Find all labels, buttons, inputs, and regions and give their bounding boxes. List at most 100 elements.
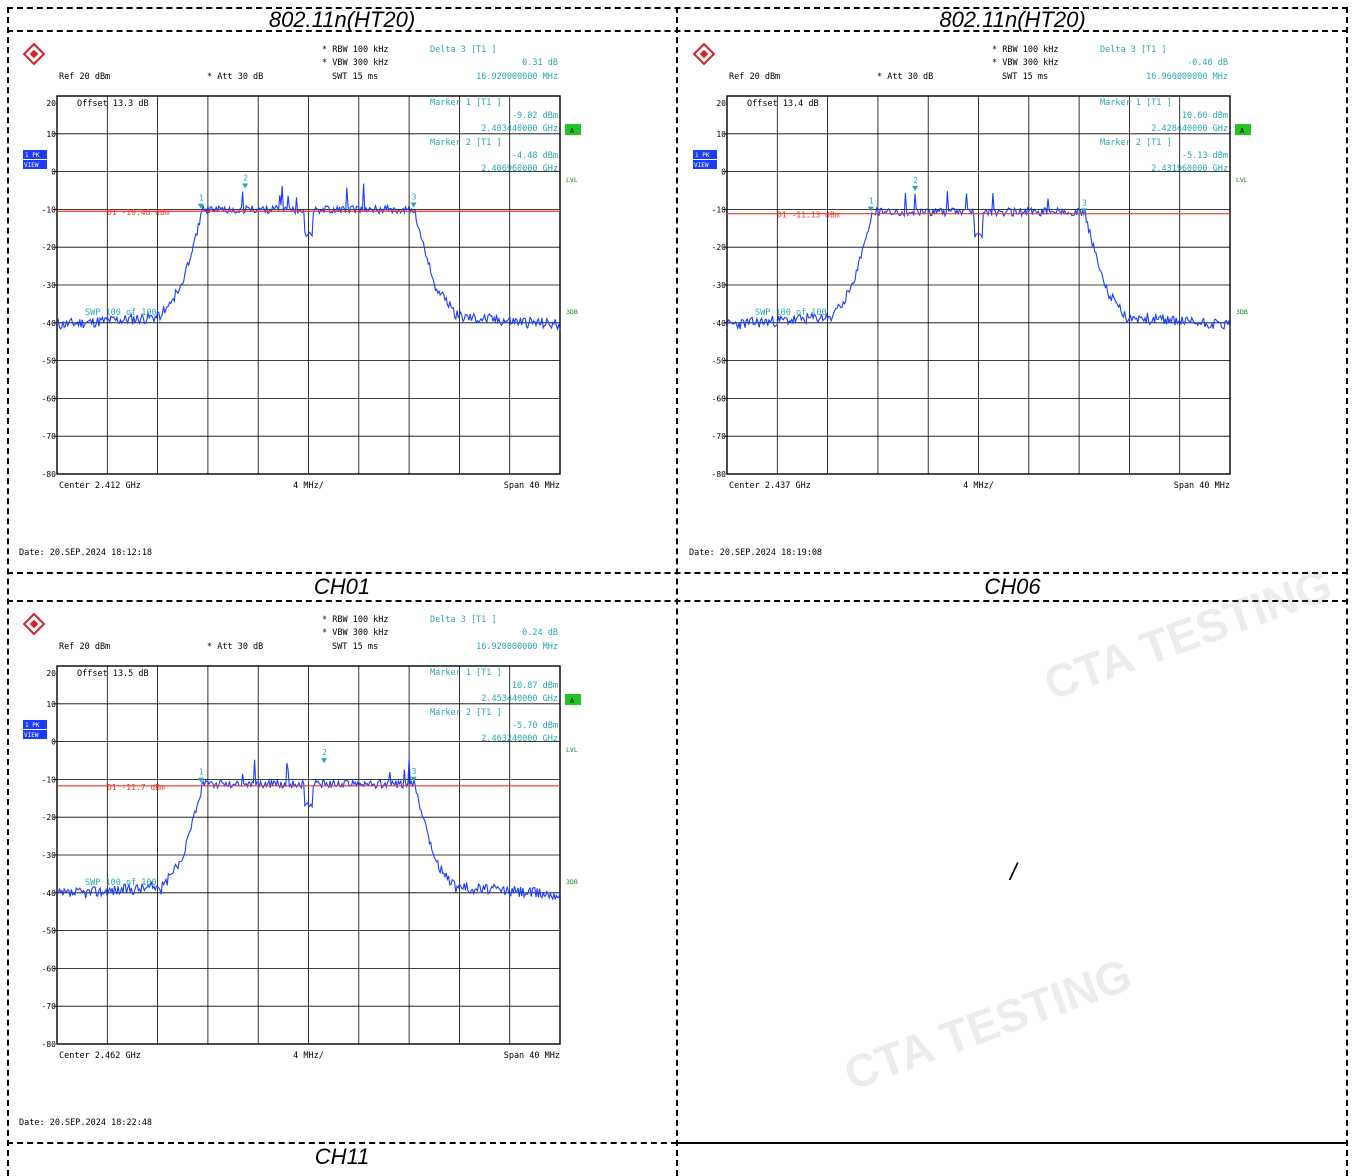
vbw-label: * VBW 300 kHz <box>322 58 389 68</box>
vbw-label: * VBW 300 kHz <box>322 628 389 638</box>
marker1-title: Marker 1 [T1 ] <box>430 668 502 678</box>
badge-a <box>1235 124 1251 135</box>
spectrum-trace <box>56 758 561 901</box>
y-tick-label: 20 <box>716 99 726 108</box>
marker2-title: Marker 2 [T1 ] <box>1100 138 1172 148</box>
ref-label: Ref 20 dBm <box>59 642 110 652</box>
offset-label: Offset 13.3 dB <box>77 99 149 109</box>
spectrum-plot-ch06: * RBW 100 kHz * VBW 300 kHz SWT 15 ms Ref 2… <box>689 42 1251 558</box>
delta-value: 0.31 dB <box>522 58 558 68</box>
table-divider-vertical <box>676 7 678 1176</box>
division-label: 4 MHz/ <box>293 481 324 491</box>
spectrum-plot-ch01: * RBW 100 kHz * VBW 300 kHz SWT 15 ms Ref 2… <box>19 42 581 558</box>
marker-triangle <box>1081 208 1088 214</box>
trace-badge-pk-text: 1 PK <box>695 152 710 159</box>
rs-logo-icon <box>22 612 46 636</box>
offset-label: Offset 13.4 dB <box>747 99 819 109</box>
marker2-value: -5.13 dBm <box>1182 151 1228 161</box>
watermark: CTA TESTING <box>837 948 1139 1100</box>
center-frequency-label: Center 2.437 GHz <box>729 481 811 491</box>
y-tick-label: 10 <box>46 700 56 709</box>
att-label: * Att 30 dB <box>207 642 263 652</box>
trace-badge-pk <box>693 150 717 159</box>
marker-triangle <box>197 777 204 783</box>
delta-title: Delta 3 [T1 ] <box>430 45 497 55</box>
ref-label: Ref 20 dBm <box>729 72 780 82</box>
badge-a <box>565 124 581 135</box>
y-tick-label: -80 <box>712 470 727 479</box>
table-border-right <box>1346 7 1348 1176</box>
y-tick-label: -50 <box>712 357 727 366</box>
date-label: Date: 20.SEP.2024 18:22:48 <box>19 1118 152 1128</box>
badge-a-text: A <box>570 697 575 705</box>
y-tick-label: -50 <box>42 357 57 366</box>
vbw-label: * VBW 300 kHz <box>992 58 1059 68</box>
marker-label: 2 <box>913 176 918 185</box>
row2-label-divider-right <box>677 1142 1348 1144</box>
y-tick-label: -80 <box>42 470 57 479</box>
y-tick-label: -50 <box>42 927 57 936</box>
marker2-frequency: 2.431960000 GHz <box>1151 164 1228 174</box>
header-divider <box>7 30 1348 32</box>
y-tick-label: -10 <box>712 205 727 214</box>
sweep-count-label: SWP 100 of 100 <box>755 308 827 318</box>
marker2-value: -5.70 dBm <box>512 721 558 731</box>
marker1-value: -9.82 dBm <box>512 111 558 121</box>
table-border-left <box>7 7 9 1176</box>
trace-badge-view-text: VIEW <box>24 732 39 739</box>
display-line-d1-label: D1 -11.13 dBm <box>777 211 840 220</box>
trace-badge-view <box>23 160 47 169</box>
rbw-label: * RBW 100 kHz <box>322 615 389 625</box>
marker1-title: Marker 1 [T1 ] <box>430 98 502 108</box>
3db-label: 3DB <box>566 308 578 316</box>
marker-triangle <box>867 206 874 212</box>
row1-label-divider-bottom <box>7 600 1348 602</box>
y-tick-label: -70 <box>42 432 57 441</box>
y-tick-label: -60 <box>42 394 57 403</box>
marker-triangle <box>410 202 417 208</box>
badge-a <box>565 694 581 705</box>
offset-label: Offset 13.5 dB <box>77 669 149 679</box>
division-label: 4 MHz/ <box>293 1051 324 1061</box>
row1-label-divider-top <box>7 572 1348 574</box>
y-tick-label: -30 <box>42 851 57 860</box>
lvl-label: LVL <box>1236 176 1248 184</box>
ref-label: Ref 20 dBm <box>59 72 110 82</box>
marker-label: 3 <box>412 193 417 202</box>
y-tick-label: -40 <box>42 889 57 898</box>
marker-label: 3 <box>1082 198 1087 207</box>
badge-a-text: A <box>1240 127 1245 135</box>
y-tick-label: -40 <box>42 319 57 328</box>
delta-frequency: 16.920000000 MHz <box>476 642 558 652</box>
rs-logo-icon <box>22 42 46 66</box>
trace-badge-pk-text: 1 PK <box>25 152 40 159</box>
label-ch06: CH06 <box>984 574 1041 599</box>
label-ch01: CH01 <box>313 574 371 599</box>
display-line-d1-label: D1 -11.7 dBm <box>107 783 165 792</box>
span-label: Span 40 MHz <box>504 481 560 491</box>
marker1-frequency: 2.453440000 GHz <box>481 694 558 704</box>
y-tick-label: -70 <box>42 1002 57 1011</box>
y-tick-label: -60 <box>712 394 727 403</box>
y-tick-label: -20 <box>42 243 57 252</box>
marker-triangle <box>321 758 328 764</box>
rs-logo-icon <box>692 42 716 66</box>
center-frequency-label: Center 2.412 GHz <box>59 481 141 491</box>
sweep-count-label: SWP 100 of 100 <box>85 308 157 318</box>
trace-badge-pk <box>23 720 47 729</box>
marker2-value: -4.48 dBm <box>512 151 558 161</box>
spectrum-trace <box>726 191 1231 331</box>
trace-badge-pk-text: 1 PK <box>25 722 40 729</box>
att-label: * Att 30 dB <box>877 72 933 82</box>
y-tick-label: -70 <box>712 432 727 441</box>
marker-label: 1 <box>199 768 204 777</box>
y-tick-label: -30 <box>712 281 727 290</box>
y-tick-label: -20 <box>712 243 727 252</box>
center-frequency-label: Center 2.462 GHz <box>59 1051 141 1061</box>
delta-frequency: 16.920000000 MHz <box>476 72 558 82</box>
marker-label: 2 <box>243 174 248 183</box>
sweep-count-label: SWP 100 of 100 <box>85 878 157 888</box>
marker-triangle <box>242 183 249 189</box>
3db-label: 3DB <box>566 878 578 886</box>
marker-triangle <box>410 776 417 782</box>
